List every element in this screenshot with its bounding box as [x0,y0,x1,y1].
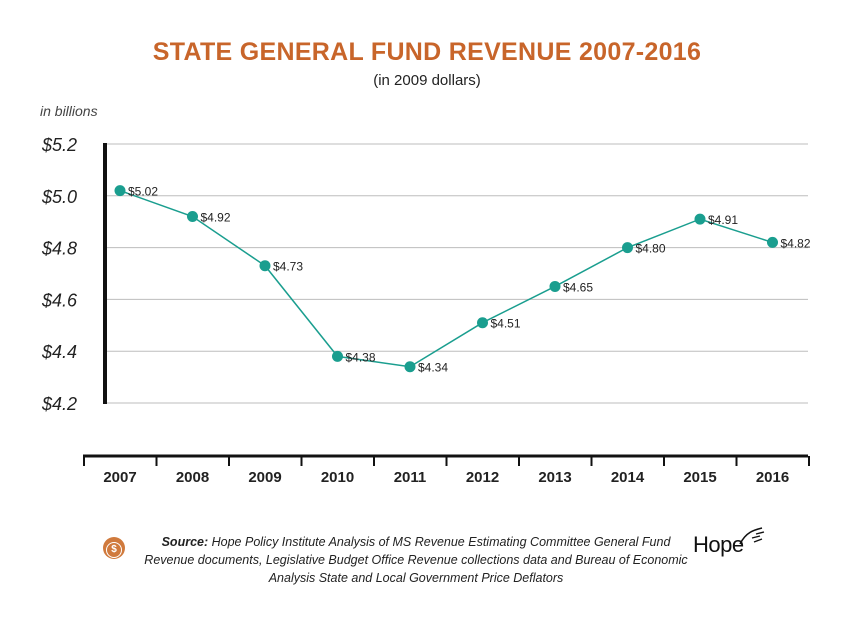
data-label: $4.82 [781,236,811,250]
y-tick-label: $4.8 [41,239,77,259]
dollar-coin-icon: $ [103,537,125,559]
x-tick-label: 2007 [103,469,136,486]
data-point [332,350,343,362]
hope-logo: Hope [693,532,744,557]
logo-bird-icon [739,527,765,545]
data-point [694,213,706,225]
data-point [549,280,561,292]
data-point [187,211,198,223]
series-line [119,189,773,368]
y-tick-label: $4.6 [41,290,78,310]
data-label: $4.80 [636,242,666,256]
x-tick-label: 2010 [321,469,354,486]
x-tick-label: 2008 [176,469,209,486]
data-label: $4.34 [418,361,448,375]
data-label: $4.73 [273,260,303,274]
source-text: Hope Policy Institute Analysis of MS Rev… [144,535,688,585]
x-tick-label: 2011 [394,469,427,486]
chart-title: STATE GENERAL FUND REVENUE 2007-2016 [152,38,702,66]
x-tick-label: 2012 [466,469,499,486]
x-tick-label: 2009 [248,469,281,486]
data-label: $4.91 [708,213,738,227]
y-tick-label: $5.0 [41,187,77,207]
y-tick-label: $4.4 [41,342,77,362]
data-point [477,317,488,329]
data-point [114,185,126,197]
y-tick-label: $5.2 [41,135,77,155]
source-note: Source: Hope Policy Institute Analysis o… [136,533,696,587]
x-tick-label: 2013 [538,469,571,486]
source-label: Source: [161,535,209,549]
data-label: $5.02 [128,185,158,199]
data-point [622,242,633,254]
line-chart: $5.2 $5.0 $4.8 $4.6 $4.4 $4.2 2007 2008 2009 2010… [41,135,811,486]
data-point [767,236,778,248]
x-tick-label: 2016 [756,469,789,486]
x-tick-label: 2015 [683,469,716,486]
data-point [259,260,271,272]
x-tick-label: 2014 [611,469,645,486]
data-label: $4.51 [491,317,521,331]
data-label: $4.65 [563,280,593,294]
chart-subtitle: (in 2009 dollars) [373,72,481,89]
y-axis-unit-label: in billions [40,103,98,119]
data-point [404,361,416,373]
y-tick-label: $4.2 [41,394,77,414]
data-label: $4.38 [346,350,376,364]
data-label: $4.92 [201,211,231,225]
